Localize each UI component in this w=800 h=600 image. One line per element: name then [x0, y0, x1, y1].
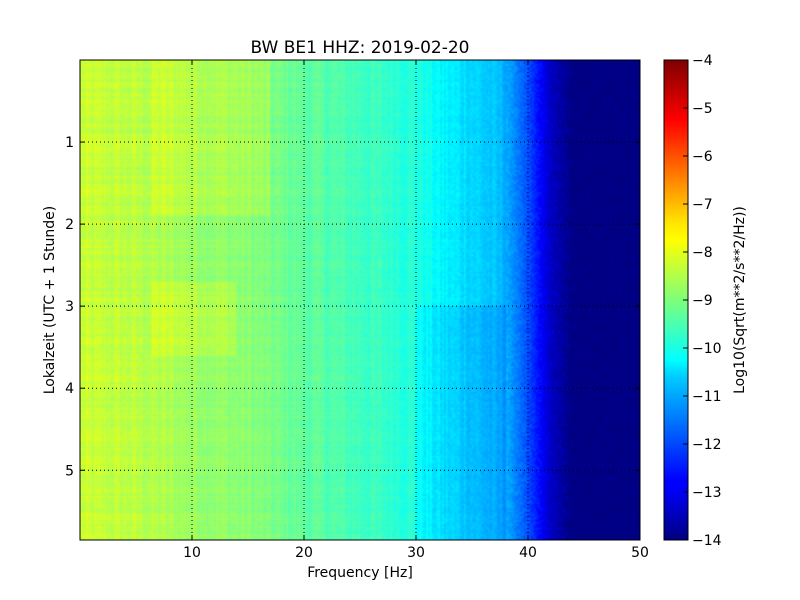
colorbar-tick-label: −7: [692, 197, 713, 213]
heatmap-image: [80, 60, 640, 540]
x-tick-label: 10: [183, 545, 201, 561]
y-axis-ticks: 1 2 3 4 5: [65, 135, 640, 479]
x-tick-label: 20: [295, 545, 313, 561]
x-tick-label: 30: [407, 545, 425, 561]
y-tick-label: 3: [65, 299, 74, 315]
colorbar-tick-label: −4: [692, 53, 713, 69]
colorbar-tick-label: −5: [692, 101, 713, 117]
chart-title: BW BE1 HHZ: 2019-02-20: [250, 38, 469, 58]
x-axis-ticks: 10 20 30 40 50: [183, 60, 649, 561]
plot-area: 10 20 30 40 50 1 2 3 4 5: [65, 59, 649, 561]
colorbar-tick-label: −13: [692, 485, 722, 501]
colorbar-tick-label: −14: [692, 533, 722, 549]
colorbar-tick-label: −12: [692, 437, 722, 453]
y-tick-label: 2: [65, 217, 74, 233]
x-axis-label: Frequency [Hz]: [307, 565, 413, 581]
colorbar-ticks: −14 −13 −12 −11 −10 −9 −8 −7 −6 −5 −4: [683, 53, 722, 549]
y-tick-label: 5: [65, 463, 74, 479]
colorbar-tick-label: −6: [692, 149, 713, 165]
colorbar-tick-label: −11: [692, 389, 722, 405]
grid-lines: [80, 60, 640, 540]
y-tick-label: 1: [65, 135, 74, 151]
colorbar-tick-label: −9: [692, 293, 713, 309]
x-tick-label: 40: [519, 545, 537, 561]
y-axis-label: Lokalzeit (UTC + 1 Stunde): [42, 206, 58, 395]
plot-frame: [79, 59, 641, 541]
x-tick-label: 50: [631, 545, 649, 561]
colorbar-label: Log10(Sqrt(m**2/s**2/Hz)): [732, 206, 748, 394]
y-tick-label: 4: [65, 381, 74, 397]
colorbar-tick-label: −8: [692, 245, 713, 261]
colorbar: −14 −13 −12 −11 −10 −9 −8 −7 −6 −5 −4 Log10(Sqrt(m…: [663, 53, 748, 549]
colorbar-tick-label: −10: [692, 341, 722, 357]
spectrogram-heatmap: [80, 60, 640, 540]
